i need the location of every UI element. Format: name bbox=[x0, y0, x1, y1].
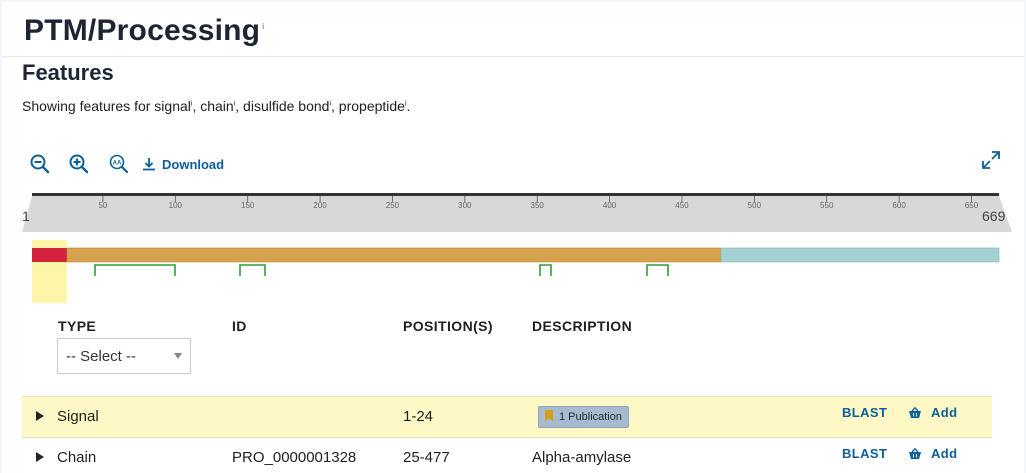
info-icon[interactable]: i bbox=[329, 100, 332, 108]
publication-badge[interactable]: 1 Publication bbox=[538, 406, 629, 428]
fullscreen-button[interactable] bbox=[981, 148, 1001, 172]
features-intro: Showing features for signali, chaini, di… bbox=[22, 98, 411, 114]
add-to-basket-button[interactable]: Add bbox=[931, 405, 958, 420]
row-description: Alpha-amylase bbox=[532, 449, 632, 466]
ruler-tick-label: 500 bbox=[748, 201, 762, 210]
zoom-out-icon bbox=[30, 154, 50, 174]
row-type: Signal bbox=[57, 408, 99, 425]
disulfide-bond[interactable] bbox=[646, 264, 669, 276]
ruler-start-label: 1 bbox=[22, 208, 30, 224]
feature-type-disulfide[interactable]: disulfide bond bbox=[243, 98, 330, 114]
features-table-header: TYPE ID POSITION(S) DESCRIPTION -- Selec… bbox=[22, 312, 992, 396]
row-positions: 1-24 bbox=[403, 408, 434, 425]
download-icon bbox=[143, 158, 155, 171]
feature-type-chain[interactable]: chain bbox=[200, 98, 234, 114]
ruler-tick-label: 600 bbox=[892, 201, 906, 210]
info-icon[interactable]: i bbox=[233, 100, 236, 108]
ruler-tick-label: 200 bbox=[313, 201, 327, 210]
feature-type-signal[interactable]: signal bbox=[154, 98, 191, 114]
info-icon[interactable]: i bbox=[190, 100, 193, 108]
disulfide-bond[interactable] bbox=[539, 264, 552, 276]
ruler-tick-label: 50 bbox=[98, 201, 107, 210]
download-label: Download bbox=[162, 156, 225, 172]
ruler-end-label: 669 bbox=[982, 208, 1006, 224]
blast-button[interactable]: BLAST bbox=[842, 405, 888, 420]
chain-track[interactable] bbox=[66, 247, 722, 263]
ruler-tick-label: 650 bbox=[965, 201, 979, 210]
chevron-down-icon bbox=[174, 353, 182, 359]
signal-track[interactable] bbox=[32, 248, 67, 262]
ruler-tick-label: 100 bbox=[169, 201, 183, 210]
propeptide-track[interactable] bbox=[720, 247, 1000, 263]
basket-icon[interactable] bbox=[908, 407, 922, 419]
section-header: PTM/Processing i bbox=[2, 2, 1024, 57]
info-icon[interactable]: i bbox=[404, 100, 407, 108]
type-filter-value: -- Select -- bbox=[66, 347, 137, 365]
zoom-in-icon bbox=[69, 154, 89, 174]
column-header-positions[interactable]: POSITION(S) bbox=[403, 318, 493, 334]
column-header-type[interactable]: TYPE bbox=[58, 318, 97, 334]
page-title: PTM/Processing i bbox=[24, 14, 265, 47]
info-icon[interactable]: i bbox=[262, 22, 265, 31]
zoom-out-button[interactable] bbox=[29, 152, 51, 176]
ruler-tick-label: 300 bbox=[458, 201, 472, 210]
feature-type-propeptide[interactable]: propeptide bbox=[338, 98, 405, 114]
zoom-sequence-icon: AA bbox=[109, 154, 129, 174]
ruler-tick-label: 250 bbox=[386, 201, 400, 210]
features-title: Features bbox=[22, 60, 114, 85]
expand-row-icon[interactable] bbox=[36, 452, 44, 462]
disulfide-bond[interactable] bbox=[239, 264, 266, 276]
ruler-tick-label: 350 bbox=[531, 201, 545, 210]
ruler-tick-label: 550 bbox=[820, 201, 834, 210]
type-filter-select[interactable]: -- Select -- bbox=[57, 338, 191, 374]
svg-text:AA: AA bbox=[113, 161, 122, 167]
column-header-id[interactable]: ID bbox=[232, 318, 247, 334]
feature-viewer[interactable]: 1 669 50 100 150 200 250 300 350 400 450 500 550 60… bbox=[22, 190, 1012, 310]
blast-button[interactable]: BLAST bbox=[842, 446, 888, 461]
disulfide-bonds[interactable] bbox=[94, 264, 669, 276]
zoom-sequence-button[interactable]: AA bbox=[108, 152, 130, 176]
table-row[interactable]: Signal 1-24 1 Publication BLAST Add bbox=[22, 396, 992, 438]
basket-icon[interactable] bbox=[908, 448, 922, 460]
expand-row-icon[interactable] bbox=[36, 411, 44, 421]
row-id[interactable]: PRO_0000001328 bbox=[232, 449, 357, 466]
expand-icon bbox=[982, 151, 1000, 169]
table-row[interactable]: Chain PRO_0000001328 25-477 Alpha-amylas… bbox=[22, 438, 992, 473]
add-to-basket-button[interactable]: Add bbox=[931, 446, 958, 461]
download-button[interactable]: Download bbox=[141, 152, 224, 176]
row-positions: 25-477 bbox=[403, 449, 450, 466]
row-type: Chain bbox=[57, 449, 97, 466]
ruler bbox=[22, 193, 1012, 232]
bookmark-icon bbox=[545, 410, 553, 422]
ruler-tick-label: 450 bbox=[675, 201, 689, 210]
zoom-in-button[interactable] bbox=[68, 152, 90, 176]
ruler-tick-label: 150 bbox=[241, 201, 255, 210]
publication-count: 1 Publication bbox=[559, 411, 622, 423]
disulfide-bond[interactable] bbox=[94, 264, 176, 276]
column-header-description[interactable]: DESCRIPTION bbox=[532, 318, 633, 334]
ruler-tick-label: 400 bbox=[603, 201, 617, 210]
